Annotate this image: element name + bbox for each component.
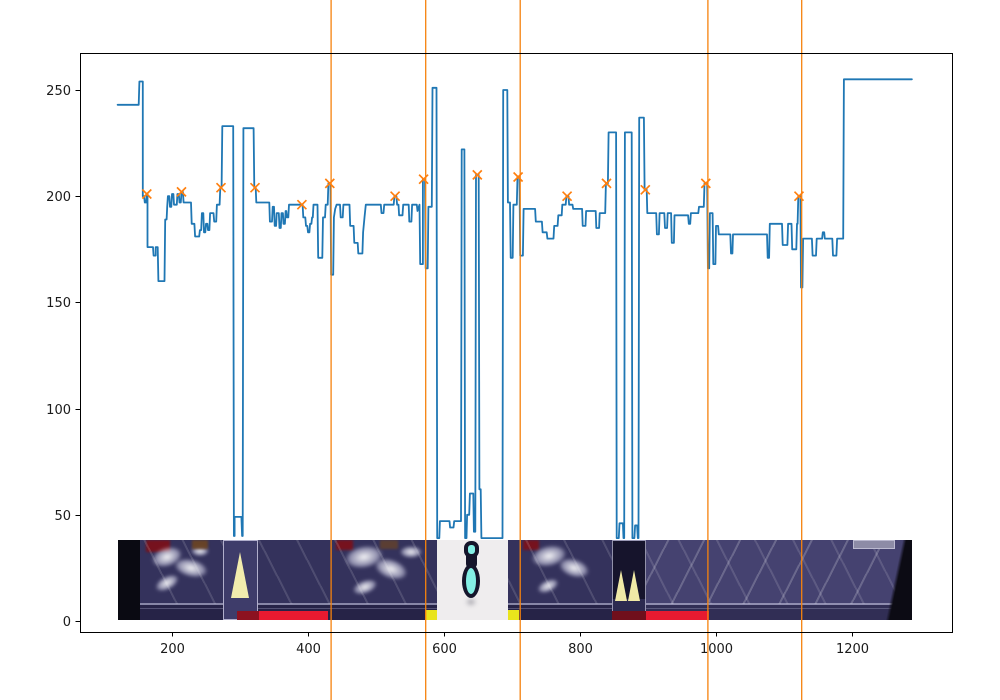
peak-marker [561,191,573,202]
debris-brown-speck-1 [192,540,208,549]
peak-marker [296,199,308,210]
y-tick-label: 50 [54,509,71,524]
peak-marker [601,178,612,189]
y-tick-label: 250 [46,84,71,99]
y-tick-label: 100 [46,403,71,418]
hud-triangle-icon-2a [615,570,627,601]
peak-marker [640,184,651,195]
cyan-capsule-top [464,541,479,558]
peak-marker [793,191,805,202]
track-boundary-line-2 [118,608,912,609]
peak-marker [249,182,261,193]
damage-red-patch-3 [523,540,539,550]
hud-triangle-icon-2b [628,570,640,601]
track-zigzag-markings-right [646,540,886,604]
explosion-swirl-2d [396,544,426,560]
game-frame-strip [118,540,912,620]
damage-red-patch-2 [336,540,353,550]
x-tick-label: 1200 [836,642,869,657]
capsule-connector [466,552,477,568]
peak-marker [472,169,483,181]
x-tick-label: 600 [432,642,457,657]
track-diagonal-markings [140,540,912,604]
peak-marker [700,178,711,189]
y-tick-label: 0 [63,615,71,630]
x-tick-label: 800 [568,642,593,657]
peak-marker [324,178,335,189]
red-bar-dark-segment-1 [237,611,259,620]
x-tick-label: 200 [160,642,185,657]
peak-marker [512,171,524,183]
strip-black-edge-right [882,540,912,620]
peak-marker [215,182,227,193]
track-boundary-line [118,603,912,605]
capsule-shadow [463,596,479,608]
x-tick-label: 1000 [700,642,733,657]
strip-black-edge-left [118,540,140,620]
x-tick-label: 400 [296,642,321,657]
y-tick-label: 200 [46,190,71,205]
yellow-marker-2 [506,610,519,620]
yellow-marker-1 [425,610,437,620]
peak-marker [389,191,401,202]
red-bar-dark-segment-2 [612,611,646,620]
peak-marker [176,186,187,198]
cyan-capsule-bottom [462,564,480,598]
hud-triangle-icon-1 [231,552,249,598]
debris-brown-speck-2 [380,540,398,549]
y-tick-label: 150 [46,296,71,311]
red-progress-bar-2 [646,611,709,620]
profile-line-series [116,78,913,539]
peak-marker [141,188,152,200]
red-progress-bar-1 [259,611,328,620]
peak-marker [418,174,429,185]
axes-frame [80,53,953,633]
strip-section-track-right [646,540,912,620]
